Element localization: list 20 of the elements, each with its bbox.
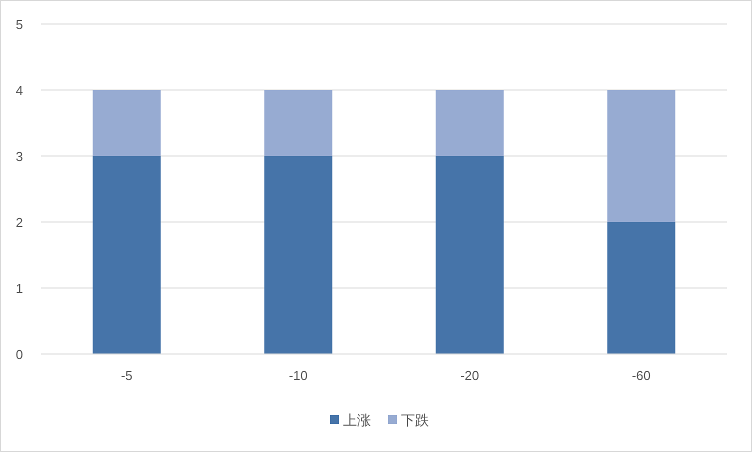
y-tick-label: 5: [16, 17, 23, 32]
bar: [436, 156, 504, 354]
y-tick-label: 0: [16, 347, 23, 362]
bar: [436, 90, 504, 156]
bar: [607, 222, 676, 354]
y-tick-label: 1: [16, 281, 23, 296]
legend-label: 上涨: [343, 412, 371, 428]
x-tick-label: -60: [632, 368, 651, 383]
x-tick-label: -10: [288, 368, 308, 383]
x-tick-label: -20: [460, 368, 480, 383]
bar: [264, 156, 332, 354]
y-tick-label: 2: [16, 215, 23, 230]
bar: [607, 90, 676, 222]
bar: [264, 90, 332, 156]
x-tick-label: -5: [120, 368, 133, 383]
y-tick-label: 3: [16, 149, 23, 164]
bar: [92, 90, 161, 156]
legend-label: 下跌: [401, 412, 429, 428]
bar: [92, 156, 161, 354]
y-tick-label: 4: [16, 83, 23, 98]
